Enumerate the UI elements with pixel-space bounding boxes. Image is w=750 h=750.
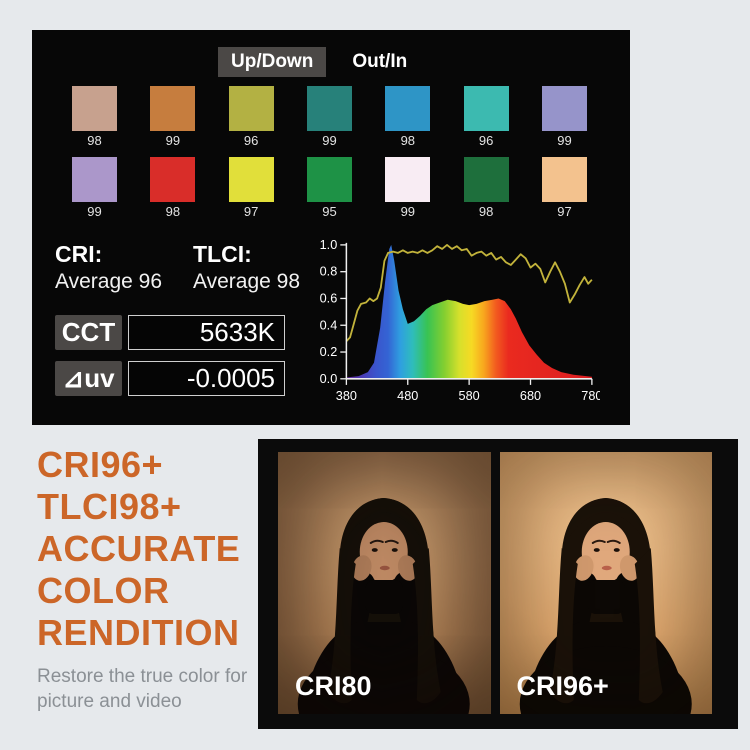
panel-tab-bar: Up/Down Out/In — [218, 47, 420, 77]
svg-text:1.0: 1.0 — [320, 238, 337, 252]
promo-subtext: Restore the true color for picture and v… — [37, 666, 248, 712]
cri-swatch-row-1: 98 99 96 99 98 96 99 — [72, 86, 587, 148]
color-swatch: 98 — [150, 157, 196, 219]
photo-cri96: CRI96+ — [499, 452, 712, 714]
svg-text:0.6: 0.6 — [320, 292, 337, 306]
light-display-panel: Up/Down Out/In 98 99 96 99 98 96 99 99 98 97 95 99… — [32, 30, 630, 425]
color-swatch-score: 96 — [243, 133, 259, 148]
color-swatch: 96 — [463, 86, 509, 148]
duv-label: ⊿uv — [55, 361, 122, 396]
color-swatch: 99 — [385, 157, 431, 219]
color-swatch-score: 97 — [557, 204, 572, 219]
cct-label: CCT — [55, 315, 122, 350]
color-swatch: 99 — [541, 86, 587, 148]
color-swatch-score: 98 — [478, 204, 494, 219]
color-swatch-patch — [463, 86, 509, 131]
svg-text:380: 380 — [336, 389, 357, 403]
spectrum-chart-svg: 0.0 0.2 0.4 0.6 0.8 1.0 380 480 580 680 780 — [320, 238, 600, 403]
comparison-photo-block: CRI80 CRI96+ — [258, 439, 738, 729]
svg-text:0.2: 0.2 — [320, 345, 337, 359]
svg-text:680: 680 — [520, 389, 541, 403]
duv-value: -0.0005 — [128, 361, 285, 396]
color-swatch-patch — [306, 86, 352, 131]
color-swatch-patch — [228, 157, 274, 202]
color-swatch-patch — [463, 157, 509, 202]
woman-portrait-illustration — [519, 498, 692, 714]
color-swatch-score: 99 — [557, 133, 572, 148]
color-swatch-patch — [541, 157, 587, 202]
color-swatch-patch — [72, 157, 117, 202]
color-swatch-patch — [228, 86, 274, 131]
color-swatch-score: 99 — [322, 133, 337, 148]
metrics-block: CRI: Average 96 TLCI: Average 98 CCT 563… — [55, 240, 315, 407]
woman-portrait-illustration — [297, 498, 470, 714]
color-swatch: 98 — [385, 86, 431, 148]
color-swatch-score: 97 — [243, 204, 259, 219]
color-swatch-patch — [385, 86, 431, 131]
tab-up-down[interactable]: Up/Down — [218, 47, 327, 77]
photo-label-cri96: CRI96+ — [516, 671, 609, 701]
color-swatch-patch — [150, 157, 196, 202]
color-swatch: 98 — [463, 157, 509, 219]
color-swatch-score: 99 — [165, 133, 181, 148]
color-swatch-score: 96 — [478, 133, 494, 148]
color-swatch: 97 — [541, 157, 587, 219]
color-swatch-score: 99 — [400, 204, 416, 219]
svg-text:0.0: 0.0 — [320, 372, 337, 386]
color-swatch: 95 — [306, 157, 352, 219]
color-swatch-score: 99 — [87, 204, 102, 219]
color-swatch-patch — [541, 86, 587, 131]
color-swatch: 97 — [228, 157, 274, 219]
photo-label-cri80: CRI80 — [295, 671, 372, 701]
color-swatch-patch — [150, 86, 196, 131]
svg-text:480: 480 — [397, 389, 418, 403]
color-swatch-score: 98 — [165, 204, 181, 219]
color-swatch: 96 — [228, 86, 274, 148]
color-swatch-patch — [306, 157, 352, 202]
cct-row: CCT 5633K — [55, 315, 315, 350]
cri-label: CRI: — [55, 241, 103, 267]
photo-cri80: CRI80 — [278, 452, 491, 714]
color-swatch-patch — [385, 157, 431, 202]
color-swatch-patch — [72, 86, 117, 131]
tab-out-in[interactable]: Out/In — [352, 51, 408, 72]
color-swatch-score: 98 — [87, 133, 102, 148]
color-swatch: 98 — [72, 86, 117, 148]
color-swatch-score: 98 — [400, 133, 416, 148]
cri-average-value: Average 96 — [55, 270, 163, 293]
duv-row: ⊿uv -0.0005 — [55, 361, 315, 396]
color-swatch: 99 — [306, 86, 352, 148]
promo-headline: CRI96+ TLCI98+ ACCURATE COLOR RENDITION — [37, 444, 241, 653]
promo-text-block: CRI96+ TLCI98+ ACCURATE COLOR RENDITION Rest… — [37, 444, 267, 714]
tlci-average-value: Average 98 — [193, 270, 301, 293]
svg-text:0.8: 0.8 — [320, 265, 337, 279]
color-swatch: 99 — [150, 86, 196, 148]
cri-swatch-row-2: 99 98 97 95 99 98 97 — [72, 157, 587, 219]
svg-text:780: 780 — [581, 389, 600, 403]
tlci-label: TLCI: — [193, 241, 252, 267]
svg-text:580: 580 — [459, 389, 480, 403]
color-swatch: 99 — [72, 157, 117, 219]
cct-value: 5633K — [128, 315, 285, 350]
svg-text:0.4: 0.4 — [320, 318, 337, 332]
color-swatch-score: 95 — [322, 204, 337, 219]
spectrum-chart: 0.0 0.2 0.4 0.6 0.8 1.0 380 480 580 680 780 — [320, 236, 600, 408]
